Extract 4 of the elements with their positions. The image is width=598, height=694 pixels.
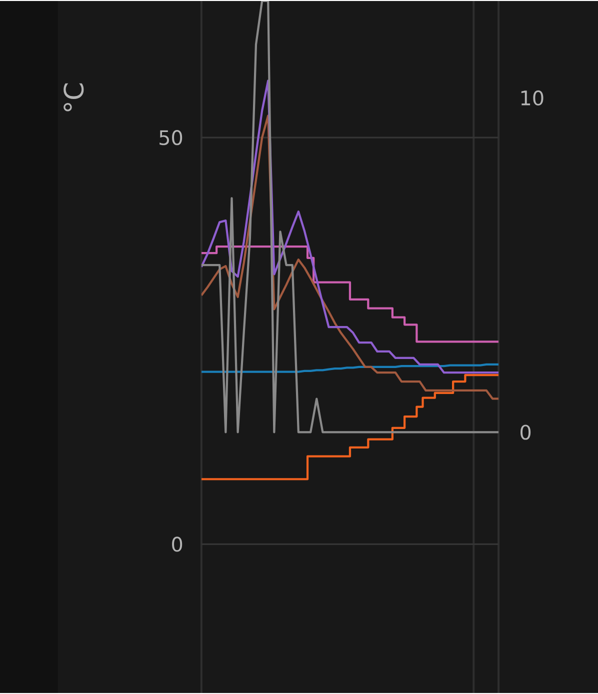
y2-tick-label: 10	[521, 90, 544, 106]
y-axis-title: °C	[63, 83, 84, 112]
y-tick-label: 50	[159, 130, 182, 146]
y2-tick-label: 0	[520, 424, 530, 440]
